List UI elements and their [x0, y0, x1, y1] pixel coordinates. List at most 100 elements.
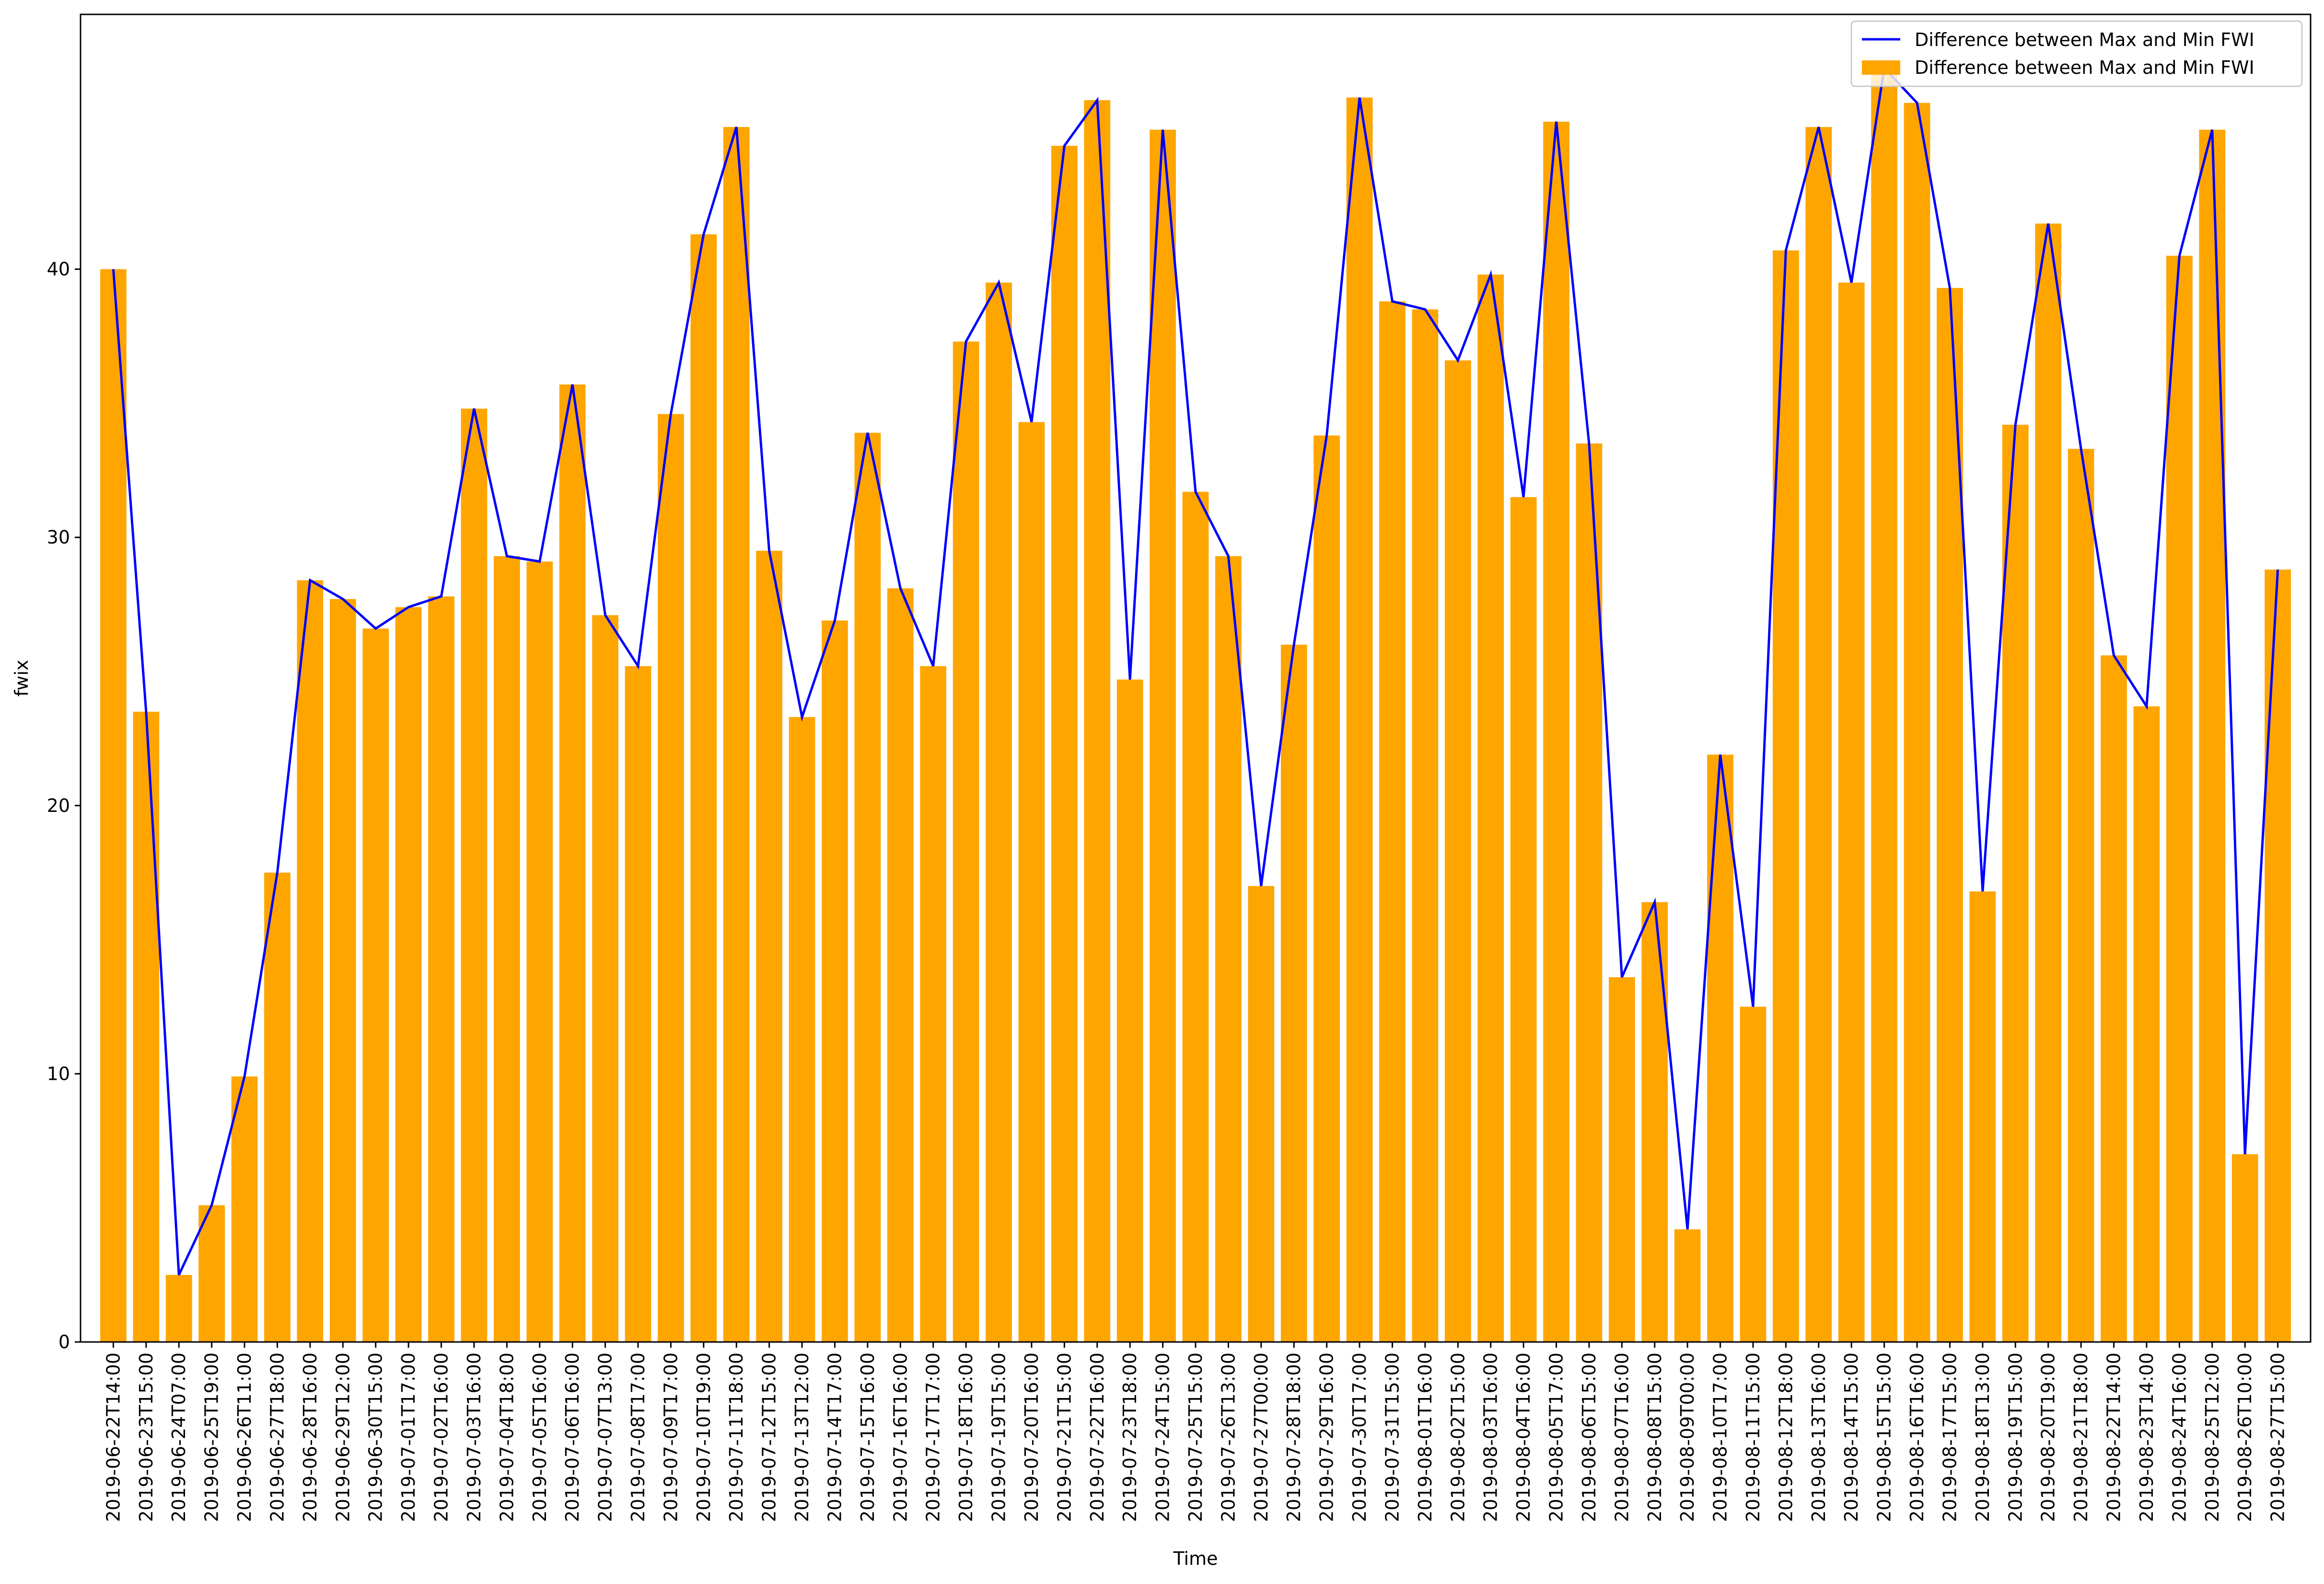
- x-tick-label: 2019-07-01T17:00: [398, 1353, 419, 1522]
- x-tick-label: 2019-07-28T18:00: [1283, 1353, 1304, 1522]
- bar: [1477, 274, 1504, 1342]
- legend-bar-label: Difference between Max and Min FWI: [1915, 57, 2254, 78]
- x-tick-label: 2019-08-02T15:00: [1447, 1353, 1468, 1522]
- x-tick-label: 2019-07-31T15:00: [1382, 1353, 1403, 1522]
- x-tick-label: 2019-08-23T14:00: [2136, 1353, 2157, 1522]
- x-tick-label: 2019-07-09T17:00: [660, 1353, 681, 1522]
- x-tick-label: 2019-06-26T11:00: [234, 1353, 255, 1522]
- x-axis-label: Time: [1173, 1548, 1218, 1569]
- bar-series: [100, 68, 2291, 1342]
- x-tick-label: 2019-07-25T15:00: [1185, 1353, 1206, 1522]
- bar: [1838, 282, 1865, 1342]
- x-tick-label: 2019-07-02T16:00: [431, 1353, 452, 1522]
- x-tick-label: 2019-07-29T16:00: [1316, 1353, 1337, 1522]
- bar: [1084, 100, 1111, 1342]
- bar: [362, 628, 389, 1342]
- bar: [1707, 754, 1733, 1342]
- x-tick-label: 2019-07-26T13:00: [1218, 1353, 1239, 1522]
- bar: [1379, 301, 1406, 1342]
- bar: [953, 341, 979, 1342]
- bar: [2133, 706, 2160, 1342]
- x-tick-label: 2019-07-15T16:00: [857, 1353, 878, 1522]
- x-tick-label: 2019-08-04T16:00: [1513, 1353, 1534, 1522]
- bar: [526, 561, 553, 1342]
- bar: [231, 1076, 258, 1342]
- bar: [1116, 679, 1143, 1342]
- bar: [1018, 422, 1045, 1342]
- bar: [920, 666, 947, 1342]
- x-tick-label: 2019-07-24T15:00: [1152, 1353, 1174, 1522]
- bar: [1248, 886, 1275, 1342]
- x-tick-label: 2019-07-12T15:00: [759, 1353, 780, 1522]
- bar: [1412, 309, 1439, 1342]
- bar: [854, 432, 881, 1342]
- x-tick-label: 2019-08-01T16:00: [1415, 1353, 1436, 1522]
- series-line: [112, 65, 2279, 1276]
- x-tick-label: 2019-07-18T16:00: [955, 1353, 976, 1522]
- bar: [133, 711, 160, 1342]
- y-tick-label: 0: [58, 1331, 70, 1353]
- x-tick-label: 2019-08-10T17:00: [1710, 1353, 1731, 1522]
- x-tick-label: 2019-07-07T13:00: [595, 1353, 616, 1522]
- x-tick-label: 2019-08-12T18:00: [1775, 1353, 1796, 1522]
- line-series: [112, 65, 2279, 1276]
- bar: [1969, 891, 1996, 1342]
- x-tick-label: 2019-07-16T16:00: [890, 1353, 911, 1522]
- x-tick-label: 2019-08-07T16:00: [1611, 1353, 1632, 1522]
- x-tick-label: 2019-08-25T12:00: [2202, 1353, 2223, 1522]
- bar: [2101, 655, 2127, 1342]
- x-tick-label: 2019-07-14T17:00: [824, 1353, 845, 1522]
- x-tick-label: 2019-08-19T15:00: [2005, 1353, 2026, 1522]
- bar: [559, 384, 586, 1342]
- x-tick-label: 2019-07-30T17:00: [1349, 1353, 1370, 1522]
- x-tick-label: 2019-07-10T19:00: [693, 1353, 714, 1522]
- x-tick-label: 2019-08-18T13:00: [1972, 1353, 1993, 1522]
- bar: [658, 414, 684, 1342]
- x-tick-label: 2019-07-04T18:00: [496, 1353, 517, 1522]
- bar: [1641, 902, 1668, 1342]
- x-tick-label: 2019-06-30T15:00: [365, 1353, 386, 1522]
- x-tick-label: 2019-07-21T15:00: [1054, 1353, 1075, 1522]
- bar: [1215, 556, 1242, 1342]
- bar: [756, 551, 783, 1342]
- y-tick-label: 40: [47, 259, 70, 280]
- legend-bar-swatch: [1862, 60, 1900, 75]
- x-tick-label: 2019-07-27T00:00: [1251, 1353, 1272, 1522]
- bar: [625, 666, 651, 1342]
- bar: [198, 1205, 225, 1342]
- y-tick-label: 30: [47, 527, 70, 548]
- bar: [2166, 255, 2193, 1342]
- bar: [789, 717, 815, 1342]
- bar: [493, 556, 520, 1342]
- x-tick-label: 2019-07-06T16:00: [562, 1353, 583, 1522]
- bar: [690, 234, 717, 1342]
- bar: [395, 607, 422, 1342]
- x-tick-label: 2019-07-19T15:00: [988, 1353, 1010, 1522]
- bar: [1051, 146, 1078, 1342]
- x-tick-label: 2019-06-24T07:00: [168, 1353, 189, 1522]
- x-tick-label: 2019-08-22T14:00: [2103, 1353, 2125, 1522]
- x-tick-label: 2019-06-22T14:00: [103, 1353, 124, 1522]
- bar: [264, 872, 290, 1342]
- x-tick-label: 2019-06-23T15:00: [136, 1353, 157, 1522]
- legend-box: [1850, 20, 2303, 87]
- x-tick-label: 2019-08-11T15:00: [1743, 1353, 1764, 1522]
- x-tick-label: 2019-07-20T16:00: [1021, 1353, 1042, 1522]
- x-tick-label: 2019-07-11T18:00: [726, 1353, 747, 1522]
- bar: [1871, 68, 1898, 1342]
- y-tick-label: 10: [47, 1063, 70, 1084]
- x-tick-label: 2019-07-17T17:00: [923, 1353, 944, 1522]
- bar: [1510, 497, 1537, 1342]
- bar: [1444, 360, 1471, 1342]
- bar: [2002, 425, 2029, 1342]
- x-tick-label: 2019-08-26T10:00: [2234, 1353, 2255, 1522]
- bar: [1904, 103, 1930, 1342]
- y-tick-label: 20: [47, 795, 70, 816]
- x-tick-label: 2019-08-17T15:00: [1939, 1353, 1960, 1522]
- x-tick-label: 2019-08-27T15:00: [2267, 1353, 2289, 1522]
- bar: [1182, 492, 1209, 1342]
- x-tick-label: 2019-08-05T17:00: [1546, 1353, 1567, 1522]
- y-axis: 0 10 20 30 40: [47, 259, 81, 1353]
- bar: [2231, 1154, 2258, 1342]
